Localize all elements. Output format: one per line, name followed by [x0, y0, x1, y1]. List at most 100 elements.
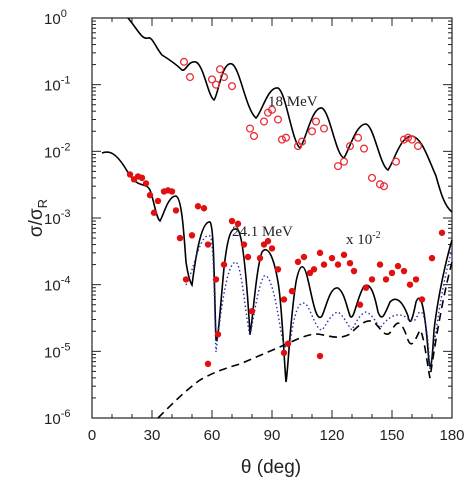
data-point: [388, 269, 396, 277]
data-point: [182, 276, 190, 283]
data-point: [245, 124, 255, 133]
data-point: [379, 182, 389, 191]
y-tick-exponent: -1: [61, 75, 71, 87]
data-point: [407, 135, 417, 144]
data-point: [428, 254, 436, 262]
data-point: [412, 276, 420, 283]
data-point: [142, 180, 150, 187]
annotation-24mev: 24.1 MeV: [232, 224, 293, 240]
data-point: [403, 133, 413, 142]
data-point: [284, 340, 292, 347]
data-point: [406, 281, 414, 288]
annotation-18mev: 18 MeV: [268, 94, 318, 110]
data-point: [297, 137, 307, 146]
data-point: [294, 258, 302, 266]
data-point: [339, 157, 349, 166]
data-point: [212, 276, 220, 283]
data-point: [353, 133, 363, 142]
x-tick-label: 150: [379, 427, 404, 444]
y-axis-title-main: σ/σ: [26, 208, 47, 237]
data-point: [356, 301, 364, 308]
dashed-curve: [157, 261, 453, 419]
data-point: [280, 349, 288, 357]
data-point: [273, 115, 283, 124]
data-point: [194, 203, 202, 210]
data-point: [204, 241, 212, 248]
axes: 0 30 60 90 120 150 18010010-110-210-310-410-51…: [44, 8, 465, 444]
data-point: [277, 135, 287, 144]
data-point: [185, 73, 195, 82]
data-point: [300, 253, 308, 261]
data-point: [316, 249, 324, 257]
y-tick-exponent: -6: [61, 408, 71, 420]
data-point: [320, 261, 328, 268]
y-axis-title-sub: R: [35, 199, 50, 208]
data-point: [204, 360, 212, 368]
annotation-scale-base: x 10: [346, 232, 372, 248]
y-tick-exponent: 0: [61, 8, 67, 20]
data-point: [376, 261, 384, 268]
x-axis-title: θ (deg): [241, 457, 301, 478]
x-tick-label: 60: [204, 427, 221, 444]
data-point: [400, 267, 408, 275]
data-point: [350, 267, 358, 275]
data-point: [259, 117, 269, 126]
data-point: [310, 266, 318, 273]
y-tick-exponent: -2: [61, 141, 71, 153]
data-point: [168, 188, 176, 195]
data-point: [281, 133, 291, 142]
data-point: [359, 144, 369, 153]
data-point: [179, 57, 189, 66]
y-tick-exponent: -5: [61, 341, 71, 353]
data-point: [319, 124, 329, 133]
data-point: [362, 284, 370, 291]
data-point: [248, 307, 256, 315]
data-point: [150, 209, 158, 216]
data-point: [215, 65, 225, 74]
data-point: [264, 237, 272, 245]
x-tick-label: 30: [144, 427, 161, 444]
data-point: [274, 266, 282, 273]
data-point: [391, 157, 401, 166]
data-point: [345, 142, 355, 151]
data-point: [228, 217, 236, 225]
data-point: [280, 296, 288, 303]
data-point: [367, 173, 377, 182]
data-point: [188, 232, 196, 239]
data-point: [307, 127, 317, 136]
x-tick-label: 90: [264, 427, 281, 444]
data-point: [311, 117, 321, 126]
data-point: [375, 180, 385, 189]
data-point: [316, 352, 324, 360]
y-axis-title: σ/σR: [26, 199, 50, 237]
data-points: [126, 57, 446, 368]
data-point: [219, 73, 229, 82]
data-point: [256, 254, 264, 262]
x-tick-label: 0: [88, 427, 96, 444]
x-tick-label: 120: [319, 427, 344, 444]
data-point: [413, 142, 423, 151]
data-point: [220, 261, 228, 268]
data-point: [267, 105, 277, 114]
data-point: [154, 197, 162, 205]
data-point: [288, 287, 296, 295]
data-point: [293, 142, 303, 151]
fit-curve-24mev: [101, 151, 453, 383]
y-tick-exponent: -4: [61, 275, 71, 287]
data-point: [214, 331, 222, 338]
data-point: [234, 220, 242, 227]
annotation-scale-exp: -2: [372, 230, 380, 241]
data-point: [438, 229, 446, 236]
data-point: [249, 131, 259, 141]
data-point: [418, 296, 426, 303]
y-tick-exponent: -3: [61, 208, 71, 220]
data-point: [176, 234, 184, 242]
data-point: [227, 82, 237, 91]
data-point: [172, 207, 180, 214]
data-point: [126, 171, 134, 178]
data-point: [268, 245, 276, 252]
data-point: [207, 75, 217, 84]
data-point: [368, 276, 376, 283]
